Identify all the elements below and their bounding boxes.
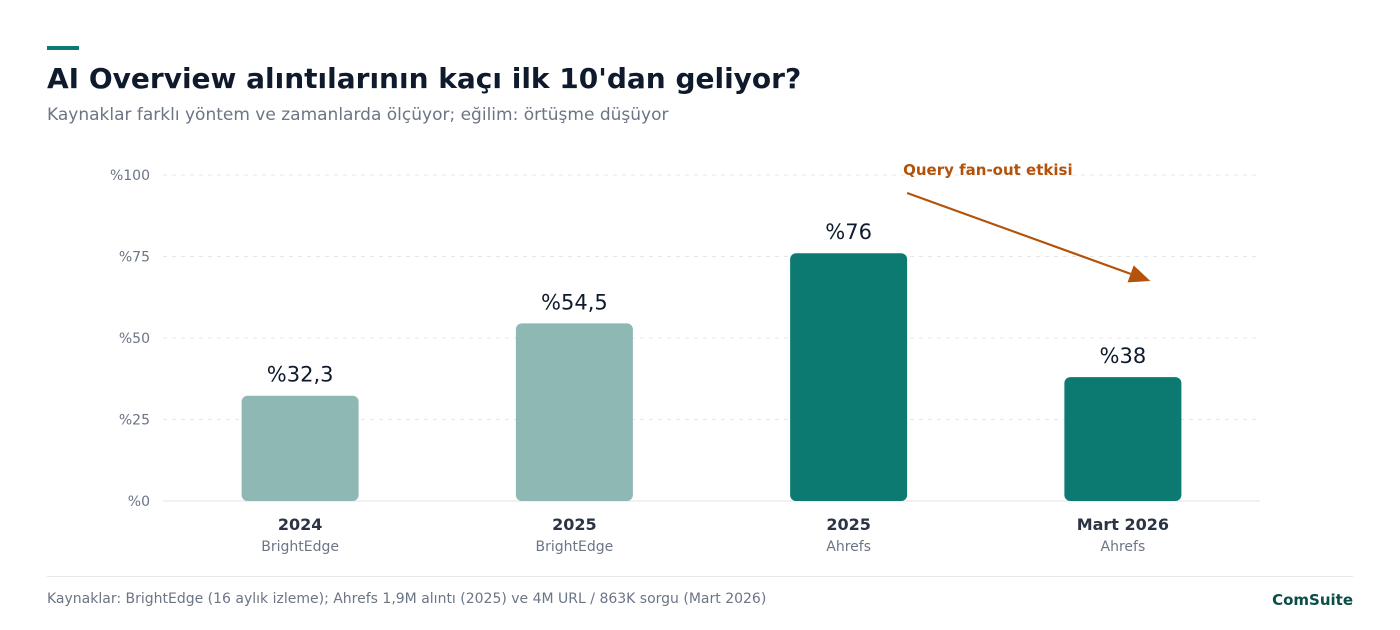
y-tick-label: %100 (110, 168, 150, 184)
accent-bar (47, 46, 79, 50)
x-source-label: Ahrefs (826, 539, 871, 555)
bar-value-label: %38 (1100, 344, 1147, 368)
bar (790, 253, 908, 501)
bar (1064, 377, 1182, 501)
brand-logo: ComSuite (1272, 591, 1353, 609)
annotation-arrow-head (1127, 265, 1151, 283)
y-tick-label: %50 (119, 331, 150, 347)
bar-value-label: %32,3 (267, 363, 334, 387)
x-tick-label: 2025 (826, 515, 871, 534)
x-source-label: BrightEdge (261, 539, 339, 555)
annotation-arrow-line (906, 191, 1132, 275)
x-tick-label: 2024 (278, 515, 323, 534)
x-source-label: BrightEdge (536, 539, 614, 555)
y-tick-label: %25 (119, 413, 150, 429)
footer-divider (47, 576, 1353, 577)
x-tick-label: 2025 (552, 515, 597, 534)
chart-subtitle: Kaynaklar farklı yöntem ve zamanlarda öl… (47, 105, 669, 125)
bar (241, 395, 359, 501)
y-tick-label: %0 (128, 494, 150, 510)
y-tick-label: %75 (119, 250, 150, 266)
bar-value-label: %54,5 (541, 290, 608, 314)
x-source-label: Ahrefs (1101, 539, 1146, 555)
chart-title: AI Overview alıntılarının kaçı ilk 10'da… (47, 62, 802, 95)
annotation-label: Query fan-out etkisi (903, 161, 1072, 179)
bar (515, 323, 633, 501)
x-tick-label: Mart 2026 (1077, 515, 1169, 534)
source-note: Kaynaklar: BrightEdge (16 aylık izleme);… (47, 591, 767, 607)
bar-value-label: %76 (825, 220, 872, 244)
